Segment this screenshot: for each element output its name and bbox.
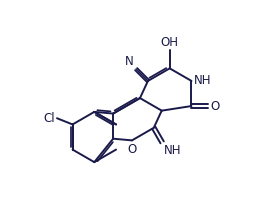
Text: NH: NH	[194, 74, 212, 87]
Text: OH: OH	[161, 35, 179, 48]
Text: N: N	[125, 55, 134, 68]
Text: O: O	[127, 143, 137, 156]
Text: NH: NH	[164, 144, 182, 157]
Text: Cl: Cl	[44, 112, 55, 125]
Text: O: O	[211, 99, 220, 112]
